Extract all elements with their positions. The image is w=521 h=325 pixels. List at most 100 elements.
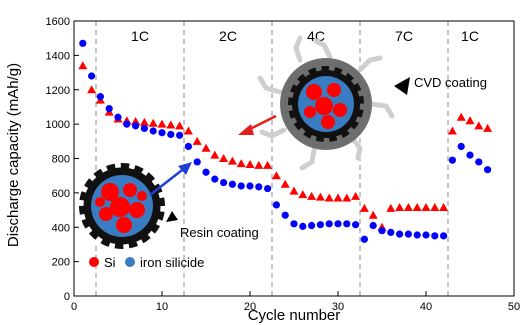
- point-triangle-33: [368, 210, 378, 219]
- point-circle-20: [255, 183, 263, 191]
- cvd-core-si-blobs: [304, 83, 347, 129]
- axis-ticks: 0 10 20 30 40 50 0 200 400 600 800 1000 1200 1400 1600: [46, 16, 521, 313]
- point-circle-44: [466, 151, 474, 159]
- point-circle-35: [387, 228, 395, 237]
- point-triangle-41: [439, 202, 449, 211]
- point-triangle-22: [271, 171, 281, 180]
- point-triangle-42: [447, 126, 457, 135]
- point-circle-36: [396, 230, 404, 238]
- point-circle-8: [149, 127, 157, 135]
- rate-label-3: 7C: [395, 28, 413, 44]
- point-circle-38: [413, 231, 421, 239]
- point-circle-41: [440, 232, 448, 240]
- x-tick-label-4: 40: [420, 301, 432, 313]
- point-circle-31: [352, 221, 360, 229]
- point-triangle-45: [474, 121, 484, 130]
- point-circle-27: [316, 221, 324, 229]
- y-tick-label-8: 1600: [46, 16, 70, 28]
- resin-to-blue-arrow: [149, 166, 187, 196]
- cvd-coating-label: CVD coating: [414, 75, 487, 90]
- rate-labels: 1C 2C 4C 7C 1C: [131, 28, 479, 44]
- point-triangle-28: [324, 193, 334, 202]
- point-circle-9: [158, 129, 166, 137]
- point-circle-22: [272, 201, 280, 209]
- point-triangle-10: [166, 120, 176, 129]
- point-circle-30: [343, 220, 351, 228]
- cvd-label-pointer: [394, 77, 410, 95]
- x-tick-label-3: 30: [332, 301, 344, 313]
- point-circle-28: [325, 220, 333, 228]
- point-circle-18: [237, 182, 245, 190]
- point-circle-12: [184, 142, 192, 151]
- point-triangle-39: [421, 202, 431, 211]
- point-triangle-15: [210, 150, 220, 159]
- resin-coating-gaps: [74, 158, 170, 254]
- resin-coated-particle-illustration: [74, 158, 170, 254]
- point-triangle-18: [236, 159, 246, 168]
- point-triangle-17: [227, 156, 237, 165]
- rate-label-0: 1C: [131, 28, 149, 44]
- point-triangle-19: [245, 160, 255, 169]
- point-circle-33: [369, 221, 377, 230]
- point-circle-19: [246, 182, 254, 190]
- point-triangle-21: [263, 160, 273, 169]
- point-triangle-12: [183, 126, 193, 135]
- cvd-to-red-arrowhead: [238, 124, 254, 135]
- point-triangle-25: [298, 190, 308, 199]
- point-triangle-44: [465, 116, 475, 125]
- y-tick-label-0: 0: [64, 291, 70, 303]
- point-triangle-20: [254, 160, 264, 169]
- point-triangle-38: [412, 202, 422, 211]
- point-triangle-35: [386, 203, 396, 212]
- legend-si-label: Si: [104, 255, 116, 270]
- point-triangle-1: [87, 85, 97, 94]
- point-triangle-11: [175, 121, 185, 130]
- point-circle-4: [114, 113, 122, 121]
- point-triangle-43: [456, 112, 466, 121]
- point-triangle-13: [192, 136, 202, 145]
- x-tick-label-0: 0: [71, 301, 77, 313]
- y-tick-label-2: 400: [52, 222, 70, 234]
- cvd-inner-ring-gaps: [284, 62, 368, 146]
- annotation-arrows: [149, 77, 410, 222]
- y-tick-label-4: 800: [52, 154, 70, 166]
- point-triangle-29: [333, 193, 343, 202]
- point-triangle-31: [351, 191, 361, 200]
- point-triangle-16: [219, 154, 229, 162]
- point-circle-45: [475, 158, 483, 166]
- cvd-whiskers: [257, 35, 395, 171]
- point-circle-29: [334, 220, 342, 228]
- point-triangle-37: [403, 202, 413, 211]
- resin-coating-label: Resin coating: [180, 225, 259, 240]
- point-circle-1: [88, 72, 96, 80]
- point-circle-24: [290, 220, 298, 228]
- point-triangle-8: [148, 118, 158, 127]
- point-triangle-23: [280, 179, 290, 188]
- point-circle-10: [167, 130, 175, 139]
- point-circle-11: [176, 131, 184, 139]
- y-tick-label-1: 200: [52, 257, 70, 269]
- point-circle-6: [132, 122, 140, 130]
- y-axis-title: Discharge capacity (mAh/g): [5, 63, 22, 247]
- y-tick-label-3: 600: [52, 188, 70, 200]
- point-circle-5: [123, 120, 131, 128]
- point-triangle-7: [139, 117, 149, 126]
- point-circle-0: [79, 39, 87, 47]
- point-triangle-46: [483, 123, 493, 132]
- point-triangle-30: [342, 193, 352, 202]
- point-circle-40: [431, 232, 439, 240]
- point-triangle-32: [359, 203, 369, 212]
- point-triangle-27: [315, 192, 325, 201]
- rate-label-1: 2C: [219, 28, 237, 44]
- point-circle-7: [140, 124, 148, 133]
- data-points: [78, 39, 493, 243]
- point-triangle-9: [157, 119, 167, 128]
- point-circle-2: [96, 93, 104, 101]
- point-circle-37: [404, 230, 412, 238]
- point-triangle-0: [78, 61, 88, 70]
- y-tick-label-7: 1400: [46, 50, 70, 62]
- series-blue-circles: [79, 39, 492, 243]
- legend: Si iron silicide: [89, 255, 204, 270]
